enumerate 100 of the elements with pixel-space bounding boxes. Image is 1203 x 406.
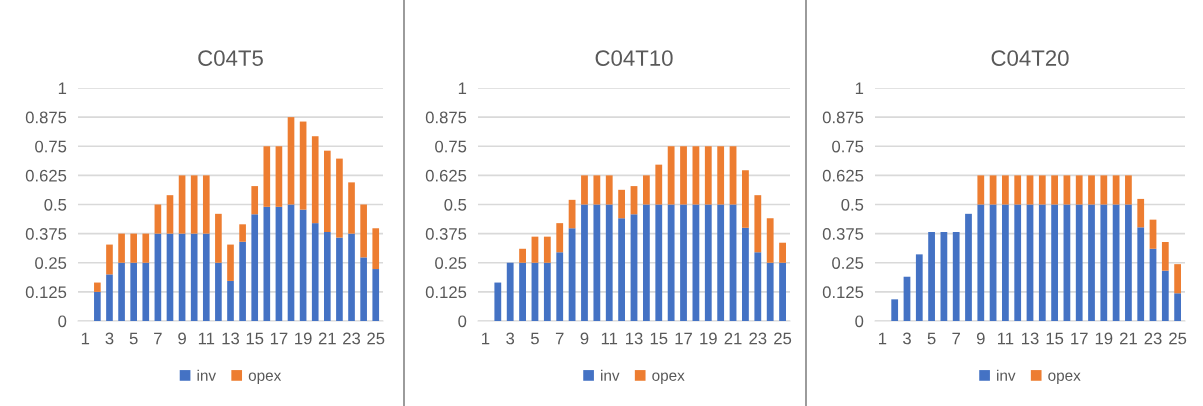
x-tick-label: 19 (700, 332, 717, 345)
bar (704, 146, 712, 205)
x-tick-label: 11 (198, 332, 215, 345)
bar (1174, 293, 1181, 321)
x-tick-label: 17 (270, 332, 288, 345)
bar (754, 195, 762, 253)
bar (1161, 242, 1169, 271)
bar (642, 175, 650, 205)
x-tick-label: 19 (1095, 332, 1113, 345)
y-tick-label: 0.125 (25, 286, 67, 299)
legend-label: inv (997, 369, 1016, 381)
bar (251, 214, 259, 321)
x-tick-label: 17 (1071, 332, 1088, 345)
bar (1075, 175, 1083, 205)
y-tick-label: 0.125 (425, 286, 467, 299)
bar (287, 204, 295, 321)
bar (1038, 175, 1046, 205)
bar (1088, 175, 1095, 205)
bar (311, 136, 319, 224)
bar (1038, 204, 1046, 321)
bar (1026, 175, 1034, 205)
bar (154, 204, 162, 234)
y-tick-label: 0.375 (425, 228, 467, 240)
y-tick-label: 1 (58, 82, 67, 95)
x-tick-label: 5 (927, 332, 936, 345)
bar (977, 204, 985, 321)
bar (952, 231, 960, 321)
y-tick-label: 0 (458, 315, 467, 328)
bar (680, 204, 687, 321)
bar (227, 280, 234, 321)
bar (1100, 175, 1108, 205)
bar (1063, 175, 1071, 205)
x-tick-label: 9 (580, 332, 589, 345)
y-tick-label: 0.375 (25, 228, 67, 240)
x-tick-label: 1 (879, 332, 887, 345)
bar (593, 204, 601, 321)
bar (299, 121, 307, 210)
y-tick-label: 0.875 (425, 111, 467, 124)
bar (142, 262, 150, 321)
bar (142, 233, 150, 263)
bar (324, 231, 331, 321)
bar (581, 175, 588, 205)
y-tick-label: 0.625 (25, 169, 67, 182)
bar (1014, 204, 1022, 321)
bar (263, 206, 271, 321)
bar (94, 291, 101, 321)
bar (166, 195, 174, 234)
bar (605, 175, 613, 205)
x-tick-label: 25 (367, 332, 385, 345)
bar (977, 175, 985, 205)
bar (989, 175, 997, 205)
bar (766, 218, 774, 263)
bar (251, 186, 259, 215)
bar (299, 209, 307, 321)
y-tick-label: 0.25 (832, 257, 864, 269)
bar (178, 233, 186, 321)
bar (215, 213, 222, 263)
bar (348, 233, 355, 321)
bar (543, 262, 551, 321)
bar (506, 262, 514, 321)
bar (190, 175, 198, 234)
bar (667, 146, 675, 205)
bar (1051, 204, 1058, 321)
bar (519, 248, 526, 263)
x-tick-label: 21 (1119, 332, 1137, 345)
legend-label: inv (601, 369, 620, 381)
bar (227, 244, 234, 281)
x-tick-label: 13 (1022, 332, 1039, 345)
bar (618, 218, 626, 321)
bar (642, 204, 650, 321)
x-tick-label: 21 (724, 332, 742, 345)
x-tick-label: 3 (105, 332, 114, 345)
x-tick-label: 17 (675, 332, 692, 345)
x-tick-label: 11 (998, 332, 1014, 345)
bar (891, 299, 899, 321)
y-tick-label: 0.625 (822, 169, 864, 182)
bar (287, 117, 295, 205)
chart-title: C04T20 (991, 50, 1069, 66)
bar (519, 262, 526, 321)
bar (915, 254, 923, 321)
bar (190, 233, 198, 321)
chart-title: C04T10 (595, 50, 673, 66)
x-tick-label: 1 (482, 332, 490, 345)
bar (779, 262, 786, 321)
bar (494, 282, 502, 321)
x-tick-label: 25 (1169, 332, 1187, 345)
y-tick-label: 0.25 (435, 257, 467, 269)
bar (202, 233, 210, 321)
x-tick-label: 21 (318, 332, 336, 345)
x-tick-label: 25 (774, 332, 792, 345)
y-tick-label: 0.625 (425, 169, 467, 182)
bar (1137, 227, 1145, 321)
x-tick-label: 13 (222, 332, 240, 345)
bar (965, 213, 972, 321)
bar (239, 241, 246, 321)
bar (348, 182, 355, 234)
x-tick-label: 23 (1144, 332, 1162, 345)
y-tick-label: 0.5 (44, 198, 67, 211)
x-tick-label: 9 (976, 332, 985, 345)
bar (928, 231, 935, 321)
